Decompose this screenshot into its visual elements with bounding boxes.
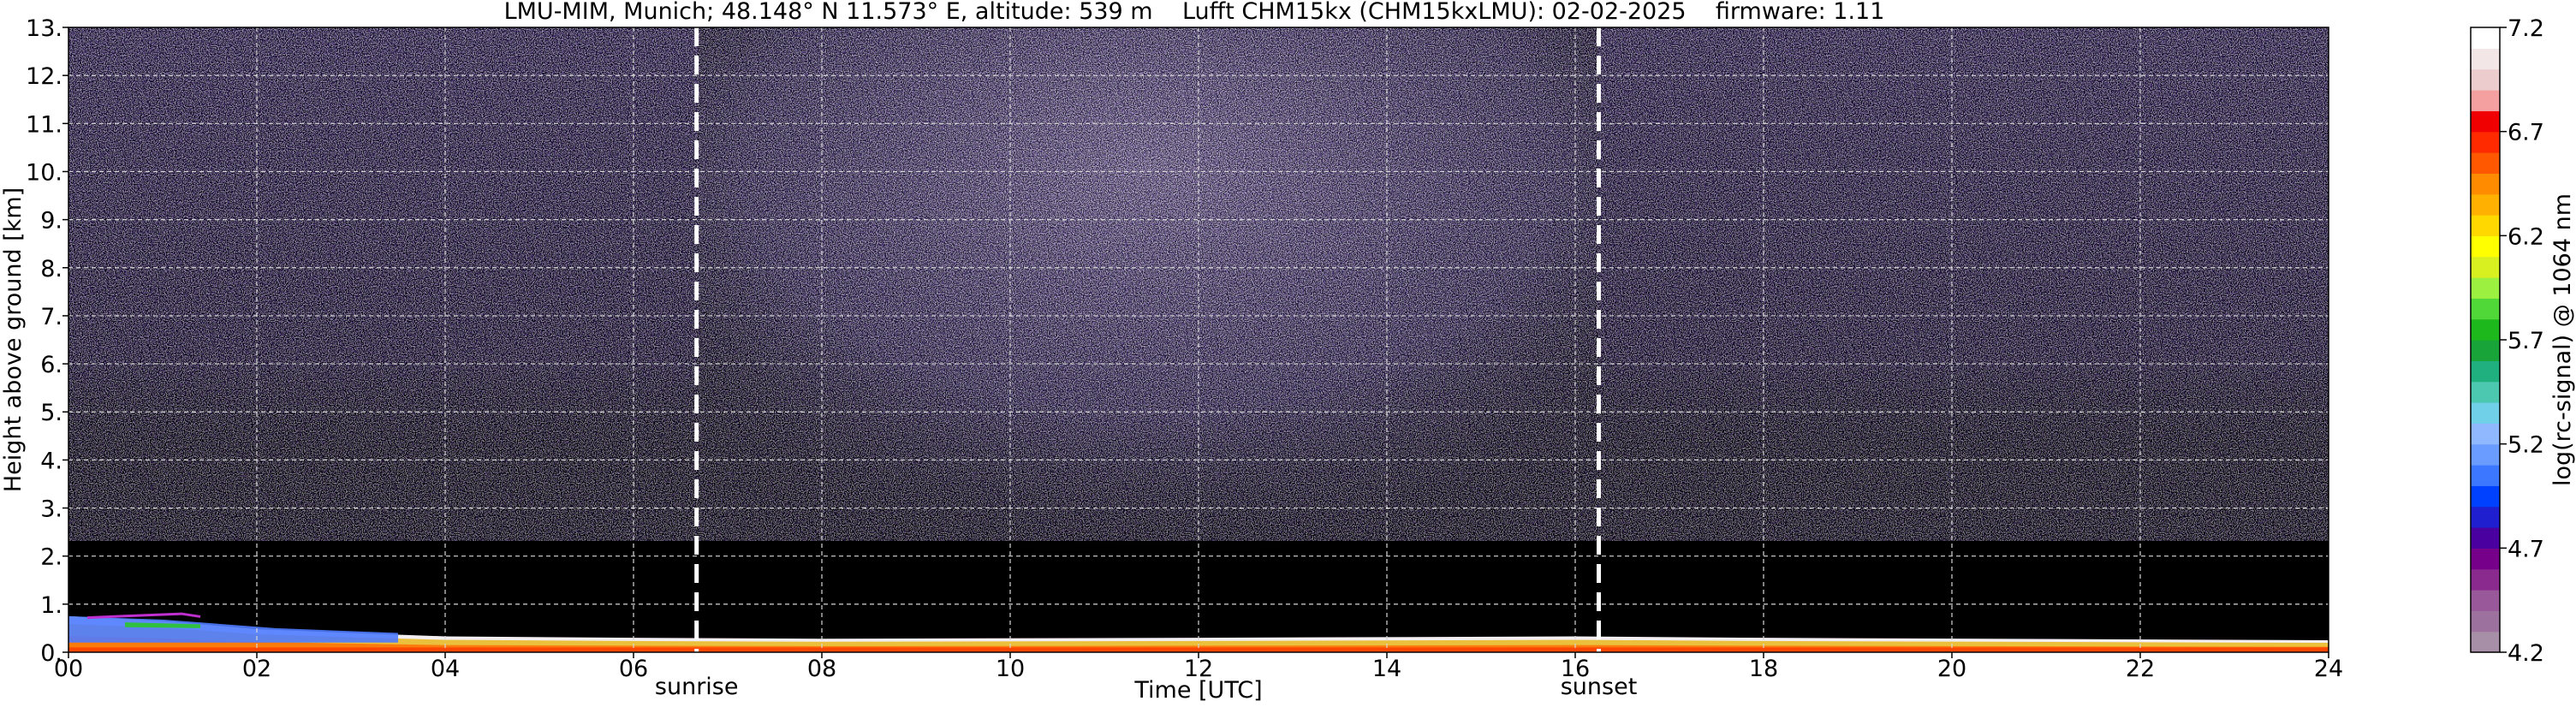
colorbar-segment [2471,318,2500,341]
grid-lines [68,27,2329,652]
aerosol-ground-band [68,647,2329,652]
y-tick-label: 13. [26,15,62,42]
y-axis: 0. 1. 2. 3. 4. 5. 6. 7. 8. 9. 10. 11. 12. 13. [26,15,68,667]
y-tick-label: 2. [40,544,62,571]
event-lines [694,27,1601,652]
x-tick-label: 00 [54,656,83,682]
colorbar-segment [2471,506,2500,528]
colorbar-segment [2471,27,2500,49]
colorbar-tick-label: 5.7 [2508,328,2544,354]
colorbar-segment [2471,68,2500,91]
colorbar-segment [2471,568,2500,591]
aerosol-night-layer [68,615,398,643]
colorbar-segment [2471,381,2500,403]
colorbar-tick-label: 6.2 [2508,223,2544,250]
colorbar-segment [2471,610,2500,633]
colorbar-tick-label: 4.7 [2508,536,2544,562]
x-tick-label: 10 [996,656,1025,682]
x-tick-label: 14 [1372,656,1401,682]
x-tick-label: 02 [242,656,271,682]
colorbar-segment [2471,152,2500,174]
colorbar-segment [2471,235,2500,258]
x-tick-label: 08 [807,656,836,682]
colorbar-segment [2471,193,2500,216]
x-tick-label: 16 [1561,656,1590,682]
y-tick-label: 12. [26,63,62,90]
colorbar-segment [2471,110,2500,133]
y-tick-label: 10. [26,159,62,186]
sunrise-label: sunrise [655,674,739,700]
colorbar-segment [2471,485,2500,508]
y-tick-label: 11. [26,111,62,138]
y-tick-label: 1. [40,592,62,619]
colorbar-segment [2471,631,2500,653]
y-tick-label: 9. [40,208,62,235]
colorbar-segment [2471,465,2500,486]
colorbar-ticks: 4.2 4.7 5.2 5.7 6.2 6.7 7.2 [2500,15,2544,667]
x-axis: 00 02 04 06 08 10 12 14 16 18 20 22 24 [54,652,2343,682]
aerosol-night-patch [125,622,200,628]
colorbar-tick-label: 4.2 [2508,640,2544,667]
colorbar-segments [2471,27,2500,653]
event-labels: sunrise sunset [655,674,1637,700]
colorbar-label: log(rc-signal) @ 1064 nm [2549,193,2576,486]
colorbar-segment [2471,360,2500,383]
colorbar-segment [2471,131,2500,153]
colorbar-segment [2471,215,2500,236]
colorbar-tick-label: 5.2 [2508,432,2544,459]
colorbar-segment [2471,423,2500,445]
y-tick-label: 3. [40,496,62,523]
colorbar: 4.2 4.7 5.2 5.7 6.2 6.7 7.2 log(rc-signal) @ 1… [2470,15,2576,667]
x-tick-label: 22 [2126,656,2155,682]
y-tick-label: 5. [40,400,62,426]
colorbar-segment [2471,48,2500,70]
colorbar-segment [2471,277,2500,299]
sunset-label: sunset [1561,674,1638,700]
x-tick-label: 06 [619,656,648,682]
y-tick-label: 6. [40,352,62,378]
x-tick-label: 24 [2314,656,2343,682]
chart-title: LMU-MIM, Munich; 48.148° N 11.573° E, al… [504,0,1885,25]
colorbar-segment [2471,90,2500,111]
colorbar-segment [2471,298,2500,320]
y-axis-label: Height above ground [km] [0,187,27,492]
x-tick-label: 04 [431,656,460,682]
colorbar-segment [2471,340,2500,361]
y-tick-label: 8. [40,256,62,282]
x-axis-label: Time [UTC] [1133,677,1262,704]
y-tick-label: 0. [40,640,62,667]
y-tick-label: 7. [40,304,62,330]
colorbar-segment [2471,402,2500,424]
colorbar-segment [2471,443,2500,466]
colorbar-segment [2471,590,2500,611]
x-tick-label: 12 [1184,656,1213,682]
colorbar-segment [2471,527,2500,549]
x-tick-label: 20 [1937,656,1966,682]
y-tick-label: 4. [40,448,62,474]
colorbar-tick-label: 6.7 [2508,120,2544,146]
colorbar-segment [2471,256,2500,278]
colorbar-tick-label: 7.2 [2508,15,2544,42]
plot-area [68,27,2329,653]
x-tick-label: 18 [1749,656,1778,682]
colorbar-segment [2471,548,2500,570]
colorbar-segment [2471,173,2500,195]
aerosol-top-edge [86,612,201,620]
